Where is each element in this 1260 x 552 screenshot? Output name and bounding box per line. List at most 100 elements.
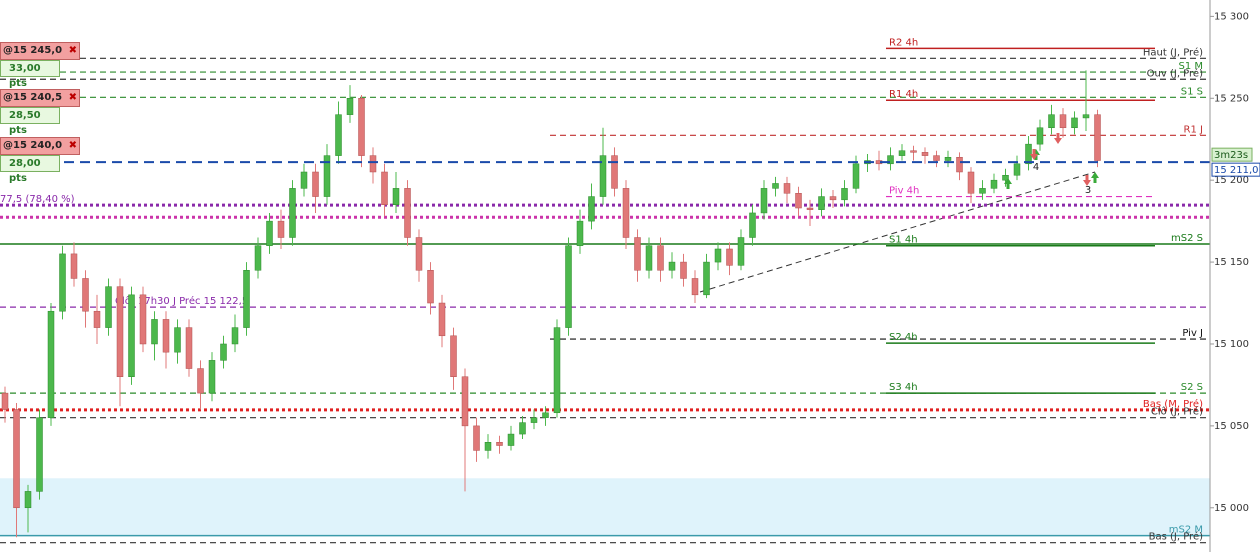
candle-body <box>772 183 779 189</box>
order[interactable]: @15 245,0 ✖ 33,00 pts <box>0 42 80 89</box>
candle-body <box>139 294 147 345</box>
candle-body <box>1025 143 1032 165</box>
candle-body <box>151 319 158 345</box>
candle-body <box>277 220 285 238</box>
candle-body <box>450 335 457 377</box>
candle-body <box>438 302 446 337</box>
candle-body <box>668 261 676 271</box>
candle-body <box>990 179 998 189</box>
level-label: R2 4h <box>889 37 918 48</box>
candle-body <box>24 491 32 509</box>
candle-body <box>852 163 860 189</box>
order-price-text: @15 240,5 <box>3 92 63 103</box>
candle-body <box>887 155 894 165</box>
level-label: Piv 4h <box>889 186 919 197</box>
candle-body <box>1036 127 1044 145</box>
level-label: Piv J <box>1182 328 1203 339</box>
candle-body <box>714 248 722 263</box>
candle-body <box>461 376 469 427</box>
candle-body <box>1048 114 1055 129</box>
order-price: @15 245,0 ✖ <box>0 42 80 60</box>
level-label: R1 J <box>1184 124 1203 135</box>
candle-body <box>473 425 480 451</box>
candle-body <box>174 327 181 353</box>
price-box <box>1211 162 1260 177</box>
order-close[interactable]: ✖ <box>68 45 77 56</box>
annotation: 3 <box>1085 185 1091 196</box>
candle-body <box>795 193 802 209</box>
level-label: S1 M <box>1178 61 1203 72</box>
candle-body <box>300 171 308 189</box>
candle-body <box>806 207 814 210</box>
level-label: S1 S <box>1181 86 1203 97</box>
candle-body <box>13 409 20 509</box>
level-label: 77,5 (78,40 %) <box>0 194 75 205</box>
candle-body <box>1002 175 1009 181</box>
candle-body <box>622 188 630 238</box>
candle-body <box>335 114 342 156</box>
level-label: S1 4h <box>889 235 918 246</box>
level-label: mS2 M <box>1169 525 1203 536</box>
candle-body <box>185 327 193 369</box>
candle-body <box>979 188 986 194</box>
candle-body <box>346 98 354 115</box>
candle-body <box>36 417 43 492</box>
y-tick-label: 15 250 <box>1214 93 1249 104</box>
order-close[interactable]: ✖ <box>68 92 77 103</box>
candle-body <box>70 253 78 279</box>
level-label: Clôt 17h30 J Préc 15 122,5 <box>115 295 248 307</box>
candle-body <box>576 220 584 246</box>
signal-arrow <box>1054 133 1062 144</box>
candle-body <box>254 245 262 271</box>
order-points: 28,00 pts <box>0 155 60 184</box>
candle-body <box>967 171 975 194</box>
order-price-text: @15 240,0 <box>3 140 63 151</box>
signal-arrow <box>1083 175 1091 186</box>
candle-body <box>611 155 618 189</box>
candle-body <box>266 220 273 246</box>
candle-body <box>323 155 331 197</box>
order-price: @15 240,0 ✖ <box>0 137 80 155</box>
candle-body <box>921 152 929 156</box>
candle-body <box>1013 163 1021 176</box>
candle-body <box>553 327 561 414</box>
candle-body <box>634 237 641 271</box>
candle-body <box>220 343 227 361</box>
candle-body <box>197 368 204 394</box>
y-tick-label: 15 050 <box>1214 421 1249 432</box>
y-tick-label: 15 150 <box>1214 257 1249 268</box>
level-label: Haut (J, Pré) <box>1143 46 1203 58</box>
candle-body <box>1082 114 1090 119</box>
candle-body <box>818 196 825 210</box>
candle-body <box>392 188 400 205</box>
candle-body <box>105 286 112 328</box>
level-label: R1 4h <box>889 89 918 100</box>
y-tick-label: 15 000 <box>1214 503 1249 514</box>
timer-box <box>1211 147 1253 162</box>
candle-body <box>47 310 55 418</box>
candle-body <box>358 98 365 156</box>
level-label: S2 4h <box>889 332 918 343</box>
level-label: S2 S <box>1181 382 1203 393</box>
candle-body <box>565 245 572 328</box>
candle-body <box>128 294 135 377</box>
order-close[interactable]: ✖ <box>68 140 77 151</box>
candle-body <box>162 319 170 353</box>
candle-body <box>726 248 733 266</box>
candle-body <box>599 155 607 197</box>
y-tick-label: 15 300 <box>1214 11 1249 22</box>
current-price-label: 15 211,0 <box>1214 165 1259 176</box>
order[interactable]: @15 240,0 ✖ 28,00 pts <box>0 137 80 184</box>
candle-body <box>59 253 66 312</box>
candle-body <box>588 196 595 222</box>
candle-body <box>519 422 526 435</box>
candle-body <box>381 171 388 205</box>
candle-body <box>898 150 906 156</box>
candle-body <box>542 412 549 418</box>
candle-body <box>289 188 296 238</box>
candle-body <box>749 212 756 238</box>
level-label: Clô (J, Pré) <box>1151 406 1203 418</box>
order[interactable]: @15 240,5 ✖ 28,50 pts <box>0 89 80 136</box>
